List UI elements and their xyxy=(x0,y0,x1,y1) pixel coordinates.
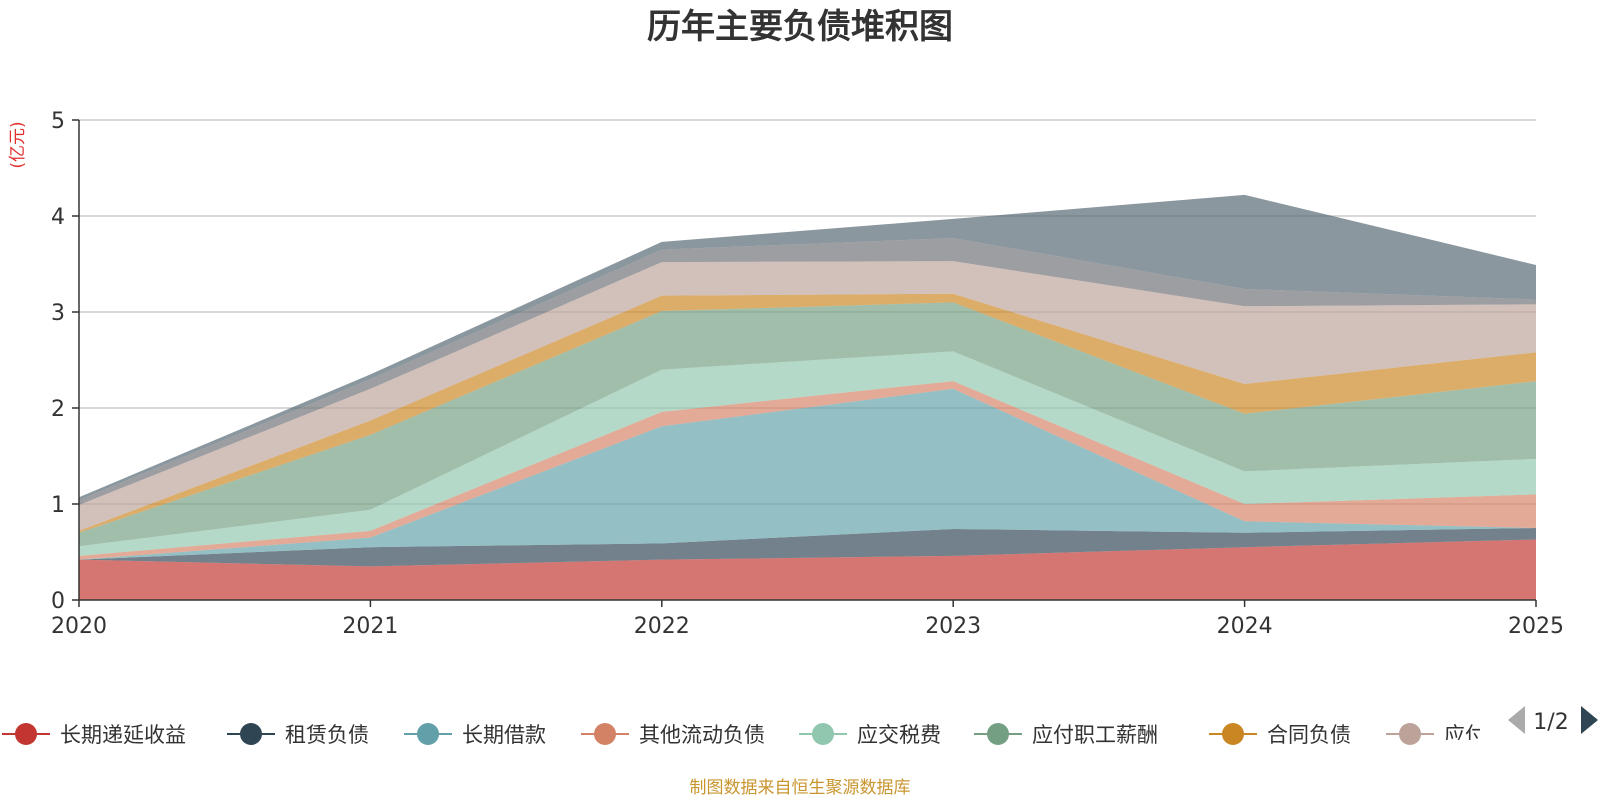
legend-item[interactable]: 应交税费 xyxy=(799,723,941,747)
legend-page-indicator: 1/2 xyxy=(1533,710,1568,735)
legend-pager: 1/2 xyxy=(1508,706,1598,735)
area-5 xyxy=(79,351,1536,556)
area-3 xyxy=(79,388,1536,560)
axes: 0 1 2 3 4 5 2020 2021 2022 2023 2024 2025 xyxy=(51,109,1564,639)
area-7 xyxy=(79,293,1536,533)
legend-item[interactable]: 应付 xyxy=(1386,723,1486,747)
legend-next-icon[interactable] xyxy=(1581,706,1598,734)
legend-marker-icon xyxy=(594,723,616,745)
area-10 xyxy=(79,194,1536,501)
legend-item[interactable]: 长期递延收益 xyxy=(2,723,186,747)
legend-label: 合同负债 xyxy=(1267,723,1351,747)
y-tick-label: 5 xyxy=(51,109,65,134)
y-axis-unit: (亿元) xyxy=(8,121,28,168)
legend-label: 应付 xyxy=(1444,723,1486,747)
data-source-note: 制图数据来自恒生聚源数据库 xyxy=(690,778,911,798)
legend-item[interactable]: 其他流动负债 xyxy=(581,723,765,747)
area-1 xyxy=(79,539,1536,600)
legend-item[interactable]: 长期借款 xyxy=(404,723,546,747)
legend-label: 长期递延收益 xyxy=(60,723,186,747)
y-tick-label: 2 xyxy=(51,397,65,422)
legend: 长期递延收益 租赁负债 长期借款 其他流动负债 应交税费 应付职工薪酬 合同负债 应付 xyxy=(2,723,1486,747)
chart-title: 历年主要负债堆积图 xyxy=(647,7,953,47)
x-tick-label: 2025 xyxy=(1508,614,1564,639)
legend-marker-icon xyxy=(240,723,262,745)
legend-label: 租赁负债 xyxy=(285,723,369,747)
area-series xyxy=(79,194,1536,600)
legend-marker-icon xyxy=(1222,723,1244,745)
area-2 xyxy=(79,528,1536,567)
x-tick-label: 2023 xyxy=(925,614,981,639)
legend-marker-icon xyxy=(1399,723,1421,745)
y-tick-label: 1 xyxy=(51,493,65,518)
y-tick-label: 4 xyxy=(51,205,65,230)
x-tick-label: 2024 xyxy=(1217,614,1273,639)
legend-label: 长期借款 xyxy=(462,723,546,747)
y-tick-label: 0 xyxy=(51,589,65,614)
legend-label: 应交税费 xyxy=(857,723,941,747)
legend-item[interactable]: 租赁负债 xyxy=(227,723,369,747)
x-tick-label: 2021 xyxy=(342,614,398,639)
legend-marker-icon xyxy=(417,723,439,745)
legend-label: 应付职工薪酬 xyxy=(1032,723,1158,747)
area-8 xyxy=(79,261,1536,531)
x-tick-label: 2022 xyxy=(634,614,690,639)
legend-prev-icon[interactable] xyxy=(1508,706,1525,734)
legend-item[interactable]: 应付职工薪酬 xyxy=(974,723,1158,747)
legend-marker-icon xyxy=(987,723,1009,745)
legend-marker-icon xyxy=(812,723,834,745)
legend-label: 其他流动负债 xyxy=(639,723,765,747)
area-6 xyxy=(79,302,1536,547)
y-tick-label: 3 xyxy=(51,301,65,326)
legend-marker-icon xyxy=(15,723,37,745)
legend-item[interactable]: 合同负债 xyxy=(1209,723,1351,747)
x-tick-label: 2020 xyxy=(51,614,107,639)
